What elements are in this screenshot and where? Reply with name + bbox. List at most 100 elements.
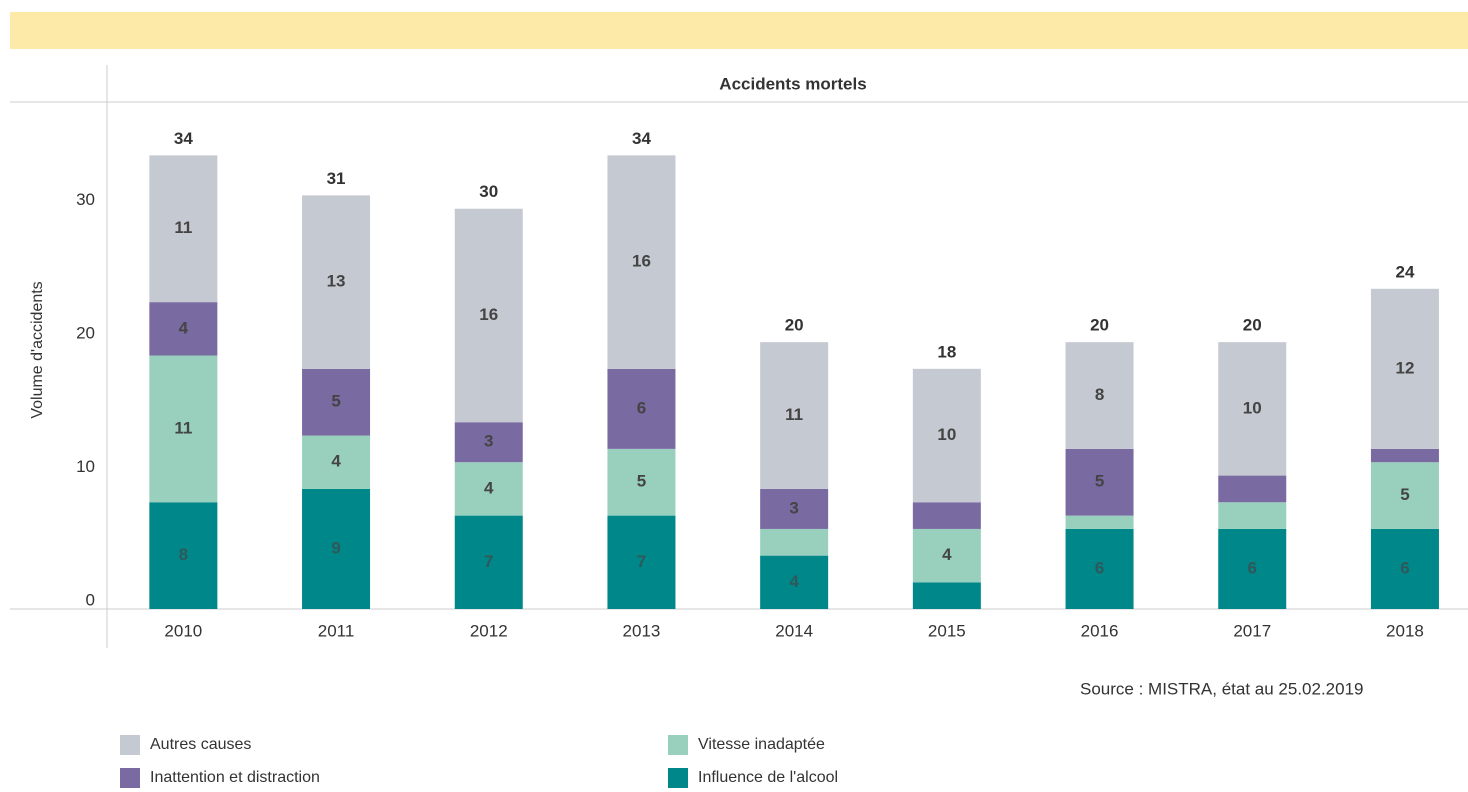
bar-segment — [149, 302, 218, 356]
bar-segment — [607, 515, 676, 609]
y-tick-label: 30 — [76, 190, 95, 209]
segment-label: 4 — [789, 572, 799, 591]
segment-label: 16 — [632, 252, 651, 271]
bar-segment — [454, 208, 523, 423]
header-band — [10, 12, 1468, 49]
x-tick-label: 2013 — [623, 621, 661, 640]
y-tick-label: 0 — [86, 590, 95, 609]
total-label: 34 — [632, 129, 651, 148]
segment-label: 3 — [484, 432, 493, 451]
total-label: 20 — [1090, 316, 1109, 335]
segment-label: 11 — [174, 218, 192, 237]
bar-segment — [912, 502, 981, 529]
total-label: 18 — [937, 342, 956, 361]
bar-segment — [302, 368, 371, 436]
bar-segment — [760, 488, 829, 529]
total-label: 34 — [174, 129, 193, 148]
legend-label: Inattention et distraction — [150, 769, 320, 786]
bar-segment — [912, 368, 981, 503]
bar-segment — [760, 528, 829, 556]
segment-label: 5 — [1095, 472, 1104, 491]
y-tick-label: 20 — [76, 324, 95, 343]
legend-swatch — [668, 768, 688, 788]
bar-segment — [302, 488, 371, 609]
segment-label: 5 — [331, 392, 340, 411]
segment-label: 4 — [331, 452, 341, 471]
bar-segment — [1218, 342, 1287, 476]
x-tick-label: 2016 — [1081, 621, 1119, 640]
x-tick-label: 2012 — [470, 621, 508, 640]
segment-label: 4 — [484, 478, 494, 497]
segment-label: 8 — [1095, 385, 1104, 404]
x-tick-label: 2018 — [1386, 621, 1424, 640]
bar-segment — [1370, 448, 1439, 463]
segment-label: 13 — [327, 272, 346, 291]
bar-segment — [607, 155, 676, 369]
bar-segment — [454, 515, 523, 609]
bar-segment — [760, 555, 829, 609]
bar-segment — [454, 462, 523, 516]
total-label: 24 — [1395, 262, 1414, 281]
chart-title: Accidents mortels — [719, 74, 866, 93]
bar-segment — [1065, 528, 1134, 609]
bar-segment — [912, 528, 981, 583]
total-label: 30 — [479, 182, 498, 201]
bar-segment — [1065, 448, 1134, 516]
segment-label: 11 — [174, 418, 192, 437]
segment-label: 10 — [937, 425, 956, 444]
segment-label: 10 — [1243, 398, 1262, 417]
segment-label: 12 — [1395, 358, 1414, 377]
bar-segment — [1370, 528, 1439, 609]
y-tick-label: 10 — [76, 457, 95, 476]
segment-label: 6 — [637, 398, 646, 417]
total-label: 20 — [1243, 316, 1262, 335]
total-label: 31 — [327, 169, 346, 188]
bar-segment — [1370, 462, 1439, 529]
segment-label: 6 — [1400, 558, 1409, 577]
segment-label: 5 — [637, 472, 646, 491]
bar-segment — [607, 448, 676, 516]
segment-label: 5 — [1400, 485, 1409, 504]
bar-segment — [149, 502, 218, 609]
bar-segment — [149, 355, 218, 503]
x-tick-label: 2011 — [318, 621, 355, 640]
bar-segment — [1218, 502, 1287, 529]
segment-label: 16 — [479, 305, 498, 324]
x-tick-label: 2010 — [164, 621, 202, 640]
bar-segment — [607, 368, 676, 449]
total-label: 20 — [785, 316, 804, 335]
source: Source : MISTRA, état au 25.02.2019 — [1080, 679, 1364, 698]
bar-segment — [1218, 528, 1287, 609]
segment-label: 6 — [1095, 558, 1104, 577]
segment-label: 8 — [179, 545, 188, 564]
segment-label: 7 — [484, 552, 493, 571]
legend-swatch — [120, 735, 140, 755]
bar-segment — [912, 582, 981, 609]
bar-segment — [1218, 475, 1287, 503]
x-tick-label: 2014 — [775, 621, 813, 640]
x-tick-label: 2017 — [1233, 621, 1271, 640]
segment-label: 3 — [789, 498, 798, 517]
legend-swatch — [120, 768, 140, 788]
segment-label: 11 — [785, 405, 803, 424]
x-tick-label: 2015 — [928, 621, 966, 640]
bar-segment — [454, 422, 523, 463]
y-axis-label: Volume d'accidents — [29, 281, 46, 418]
segment-label: 9 — [331, 538, 340, 557]
segment-label: 7 — [637, 552, 646, 571]
segment-label: 6 — [1248, 558, 1257, 577]
bar-segment — [1065, 515, 1134, 529]
legend-label: Vitesse inadaptée — [698, 736, 825, 753]
bar-segment — [149, 155, 218, 303]
bar-segment — [760, 342, 829, 489]
bar-segment — [302, 435, 371, 489]
legend-swatch — [668, 735, 688, 755]
bar-segment — [1065, 342, 1134, 449]
legend-label: Autres causes — [150, 736, 251, 753]
segment-label: 4 — [942, 545, 952, 564]
bar-segment — [1370, 288, 1439, 449]
segment-label: 4 — [179, 318, 189, 337]
legend-label: Influence de l'alcool — [698, 769, 838, 786]
